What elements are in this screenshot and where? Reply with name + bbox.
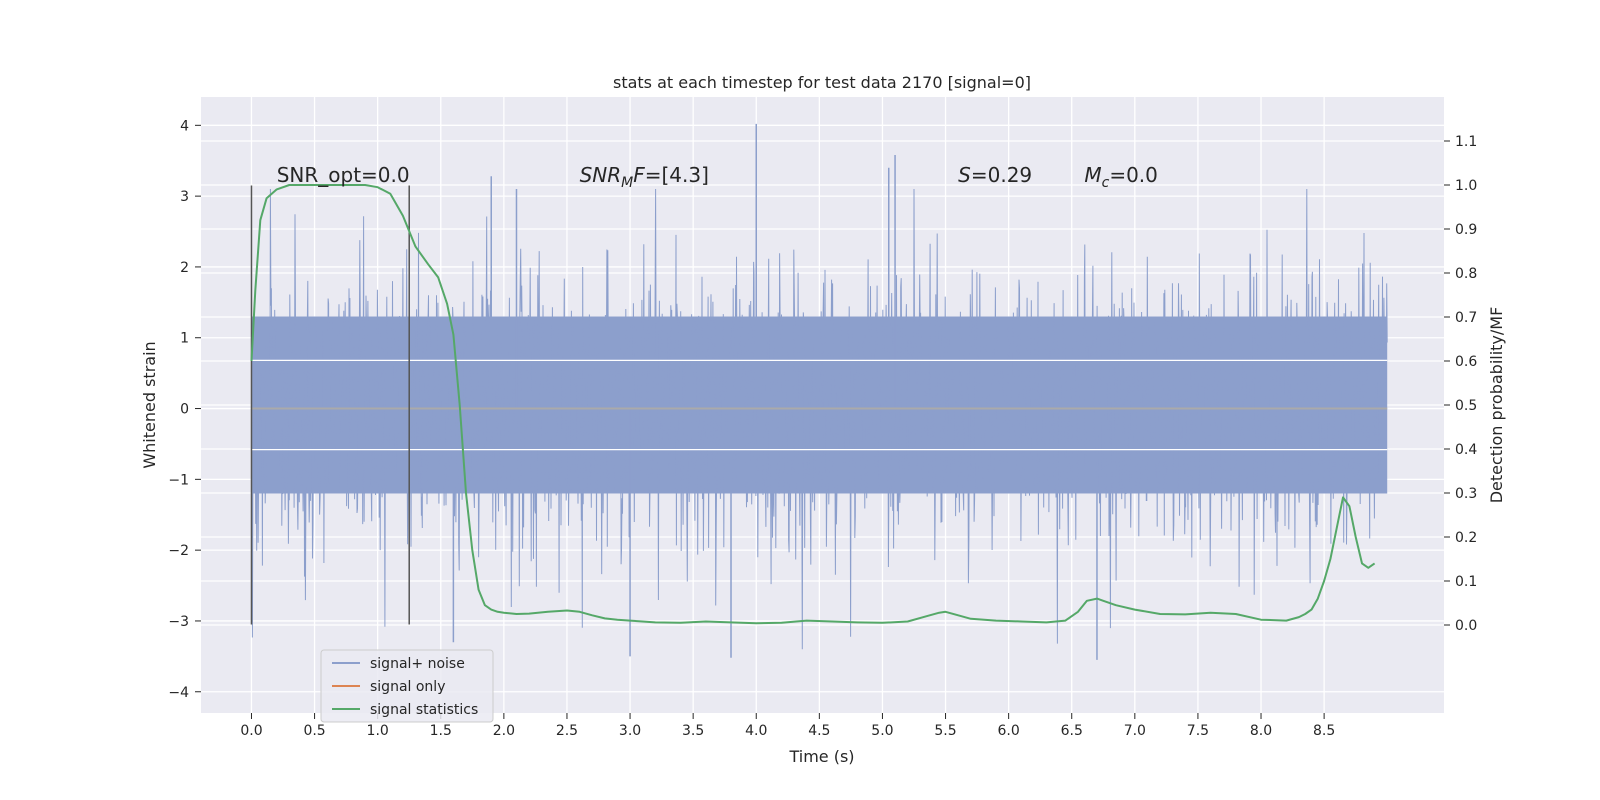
legend-label-signal-statistics: signal statistics (370, 702, 478, 718)
legend-label-signal-only: signal only (370, 679, 445, 695)
x-tick-label: 6.0 (998, 723, 1020, 739)
annotation: Mc=0.0 (1084, 163, 1158, 191)
x-tick-label: 1.5 (430, 723, 452, 739)
x-tick-label: 8.5 (1313, 723, 1335, 739)
x-tick-label: 5.0 (871, 723, 893, 739)
annotation: S=0.29 (958, 163, 1032, 187)
x-axis-title: Time (s) (788, 747, 854, 766)
y-tick-label-left: 1 (180, 331, 189, 347)
y-tick-label-right: 0.3 (1455, 486, 1477, 502)
x-tick-label: 3.5 (682, 723, 704, 739)
y-tick-label-right: 0.5 (1455, 398, 1477, 414)
x-tick-label: 5.5 (934, 723, 956, 739)
y-tick-label-right: 1.1 (1455, 134, 1477, 150)
legend: signal+ noise signal only signal statist… (320, 649, 494, 723)
annotations: SNR_opt=0.0 SNRMF=[4.3] S=0.29 Mc=0.0 (277, 163, 1158, 191)
legend-box (320, 649, 494, 723)
noise-series (251, 123, 1388, 660)
x-tick-label: 4.5 (808, 723, 830, 739)
annotation: SNRMF=[4.3] (580, 163, 709, 191)
signal-statistics-line (250, 184, 1376, 625)
y-tick-label-right: 0.9 (1455, 222, 1477, 238)
x-tick-label: 3.0 (619, 723, 641, 739)
x-tick-label: 1.0 (367, 723, 389, 739)
y-axis-title-right: Detection probability/MF (1487, 307, 1506, 504)
x-tick-label: 7.5 (1187, 723, 1209, 739)
y-tick-label-right: 0.8 (1455, 266, 1477, 282)
y-tick-label-left: 3 (180, 189, 189, 205)
y-tick-label-left: 4 (180, 118, 189, 134)
x-tick-label: 7.0 (1124, 723, 1146, 739)
y-tick-label-left: −4 (168, 685, 189, 701)
y-tick-label-right: 0.7 (1455, 310, 1477, 326)
y-axis-title-left: Whitened strain (140, 341, 159, 468)
y-tick-label-right: 1.0 (1455, 178, 1477, 194)
overlay-lines (250, 184, 1388, 625)
y-tick-label-left: 2 (180, 260, 189, 276)
legend-label-signal-noise: signal+ noise (370, 656, 465, 672)
y-tick-label-right: 0.6 (1455, 354, 1477, 370)
x-tick-label: 4.0 (745, 723, 767, 739)
y-tick-label-right: 0.4 (1455, 442, 1477, 458)
annotation: SNR_opt=0.0 (277, 163, 410, 187)
x-tick-label: 0.5 (303, 723, 325, 739)
y-tick-label-right: 0.2 (1455, 530, 1477, 546)
x-tick-label: 6.5 (1061, 723, 1083, 739)
x-tick-label: 0.0 (240, 723, 262, 739)
axes: 0.0 0.5 1.0 1.5 2.0 2.5 3.0 3.5 4.0 4.5 5.0 5.5 6.0 6… (168, 118, 1477, 739)
y-tick-label-right: 0.0 (1455, 618, 1477, 634)
y-tick-label-left: −3 (168, 614, 189, 630)
y-tick-label-left: 0 (180, 402, 189, 418)
chart-title: stats at each timestep for test data 217… (613, 73, 1031, 92)
x-tick-label: 2.5 (556, 723, 578, 739)
y-tick-label-left: −2 (168, 543, 189, 559)
x-tick-label: 2.0 (493, 723, 515, 739)
y-tick-label-right: 0.1 (1455, 574, 1477, 590)
x-tick-label: 8.0 (1250, 723, 1272, 739)
y-tick-label-left: −1 (168, 472, 189, 488)
